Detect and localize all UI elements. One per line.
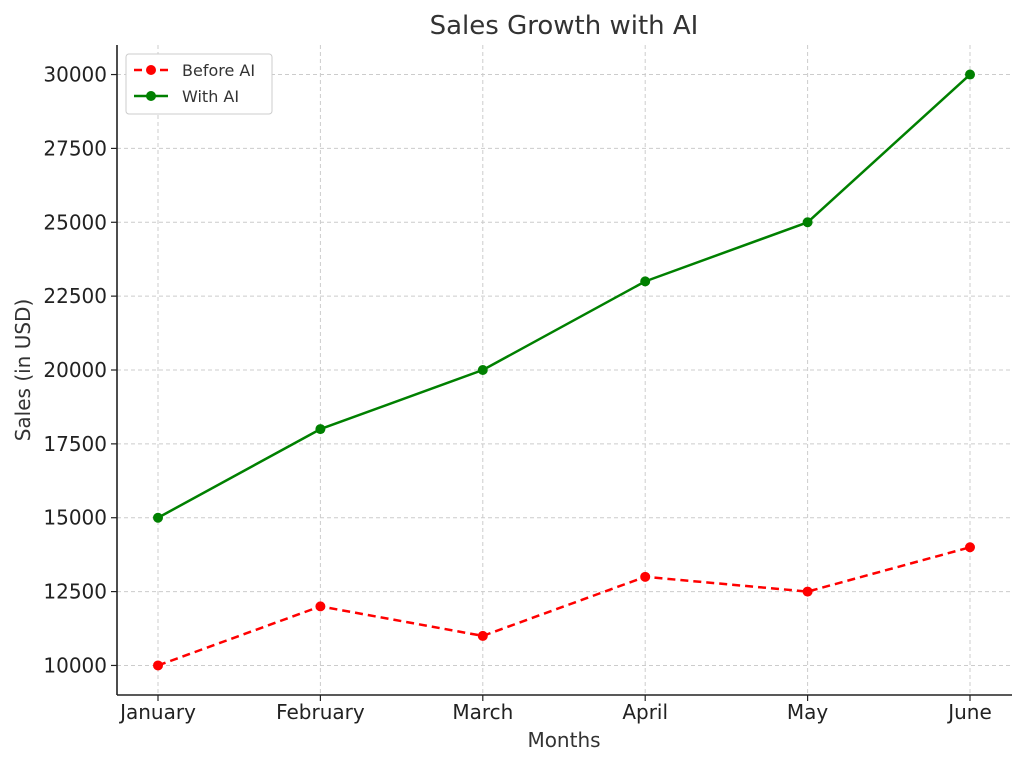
y-tick-label: 15000 — [43, 506, 107, 530]
legend-label-before-ai: Before AI — [182, 61, 255, 80]
grid — [117, 45, 1012, 695]
data-point-with-ai — [477, 365, 488, 375]
data-point-before-ai — [640, 571, 651, 582]
series-line-with-ai — [157, 73, 971, 519]
x-tick-label: March — [452, 700, 513, 724]
data-point-before-ai — [802, 586, 813, 597]
series — [153, 69, 975, 671]
x-tick-label: May — [787, 700, 829, 724]
data-point-with-ai — [640, 276, 651, 287]
data-point-with-ai — [315, 424, 326, 435]
chart-title: Sales Growth with AI — [430, 11, 699, 41]
y-tick-label: 17500 — [43, 432, 107, 456]
x-tick-label: June — [946, 700, 992, 724]
y-ticks: 10000 12500 15000 17500 20000 22500 25000 27500… — [43, 63, 117, 677]
x-tick-label: January — [118, 700, 196, 724]
y-tick-label: 25000 — [43, 210, 107, 234]
legend-label-with-ai: With AI — [182, 87, 239, 106]
legend: Before AI With AI — [125, 53, 273, 115]
x-ticks: January February March April May June — [118, 695, 992, 724]
x-tick-label: April — [622, 700, 668, 724]
y-tick-label: 12500 — [43, 580, 107, 604]
y-tick-label: 30000 — [43, 63, 107, 87]
legend-marker-before-ai — [146, 65, 156, 75]
data-point-before-ai — [153, 660, 163, 671]
y-tick-label: 27500 — [43, 136, 107, 160]
legend-marker-with-ai — [146, 91, 156, 101]
y-axis-label: Sales (in USD) — [11, 299, 35, 442]
x-axis-label: Months — [527, 728, 600, 752]
data-point-before-ai — [477, 630, 488, 641]
series-line-before-ai — [157, 546, 971, 667]
data-point-with-ai — [153, 512, 163, 523]
data-point-with-ai — [965, 69, 975, 80]
data-point-before-ai — [965, 542, 975, 553]
data-point-with-ai — [802, 217, 813, 228]
x-tick-label: February — [276, 700, 365, 724]
y-tick-label: 20000 — [43, 358, 107, 382]
y-tick-label: 22500 — [43, 284, 107, 308]
y-tick-label: 10000 — [43, 653, 107, 677]
data-point-before-ai — [315, 601, 326, 612]
